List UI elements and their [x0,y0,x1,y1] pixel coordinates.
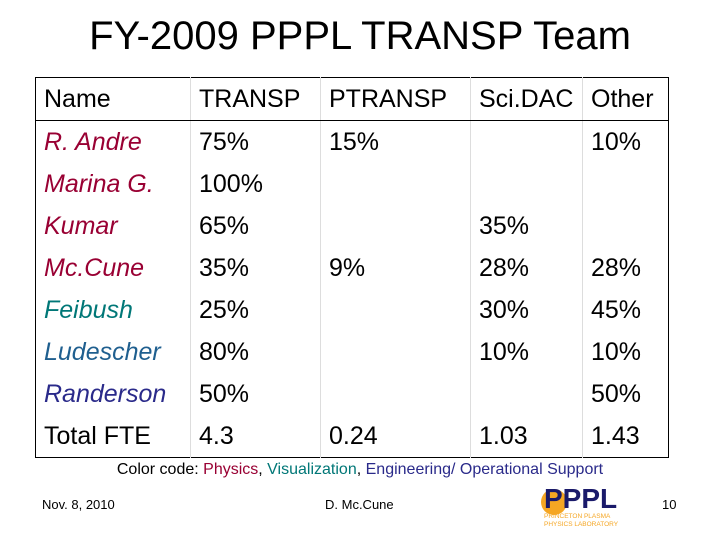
cell: 1.03 [470,415,583,458]
cell: 15% [320,120,471,163]
cell: 28% [470,247,583,289]
table-row: Feibush 25% 30% 45% [36,289,669,331]
table-row: R. Andre 75% 15% 10% [36,120,669,163]
slide-title: FY-2009 PPPL TRANSP Team [89,14,631,58]
pppl-logo: PPPL PRINCETON PLASMA PHYSICS LABORATORY [541,484,619,528]
cell: 0.24 [320,415,471,458]
cell: 30% [470,289,583,331]
team-table: Name TRANSP PTRANSP Sci.DAC Other R. Andre 75%… [35,77,669,458]
cell: 10% [582,120,669,163]
cell: 35% [190,247,321,289]
cell [470,373,583,415]
cell [320,205,471,247]
color-code-label: Color code: [116,461,199,478]
cell [320,289,471,331]
cell: 75% [190,120,321,163]
column-header: Name [35,77,191,121]
cell: 9% [320,247,471,289]
table-row: Randerson 50% 50% [36,373,669,415]
table-row: Total FTE 4.3 0.24 1.03 1.43 [36,415,669,458]
cell [582,163,669,205]
column-header: TRANSP [190,77,321,121]
logo-line: PHYSICS LABORATORY [544,521,619,528]
cell: 4.3 [190,415,321,458]
member-name: Marina G. [44,169,154,198]
logo-name: PPPL [544,484,617,514]
cell [470,120,583,163]
column-header: Sci.DAC [470,77,583,121]
cell: 45% [582,289,669,331]
member-name: Kumar [44,211,118,240]
cell: 10% [582,331,669,373]
table-row: Mc.Cune 35% 9% 28% 28% [36,247,669,289]
member-name: Total FTE [44,421,151,450]
color-code: Color code: Physics, Visualization, Engi… [0,461,720,479]
color-code-item: Physics [203,461,259,478]
member-name: R. Andre [44,127,142,156]
column-header: Other [582,77,669,121]
table-row: Ludescher 80% 10% 10% [36,331,669,373]
cell [320,373,471,415]
column-header: PTRANSP [320,77,471,121]
cell: 100% [190,163,321,205]
member-name: Randerson [44,379,167,408]
separator: , [258,461,263,478]
cell [582,205,669,247]
cell: 35% [470,205,583,247]
cell: 1.43 [582,415,669,458]
cell: 80% [190,331,321,373]
page-number: 10 [662,497,677,512]
member-name: Mc.Cune [44,253,145,282]
cell: 65% [190,205,321,247]
table-row: Kumar 65% 35% [36,205,669,247]
header-row: Name TRANSP PTRANSP Sci.DAC Other [35,77,669,121]
separator: , [356,461,362,478]
author: D. Mc.Cune [325,497,394,512]
cell: 50% [582,373,669,415]
cell: 25% [190,289,321,331]
member-name: Ludescher [44,337,161,366]
cell [320,331,471,373]
table-row: Marina G. 100% [36,163,669,205]
member-name: Feibush [44,295,133,324]
cell [320,163,471,205]
cell [470,163,583,205]
cell: 50% [190,373,321,415]
cell: 28% [582,247,669,289]
color-code-item: Visualization [267,461,357,478]
logo-line: PRINCETON PLASMA [544,513,611,520]
date: Nov. 8, 2010 [42,497,115,512]
cell: 10% [470,331,583,373]
logo-sun [541,489,567,515]
color-code-item: Engineering/ Operational Support [365,461,604,478]
